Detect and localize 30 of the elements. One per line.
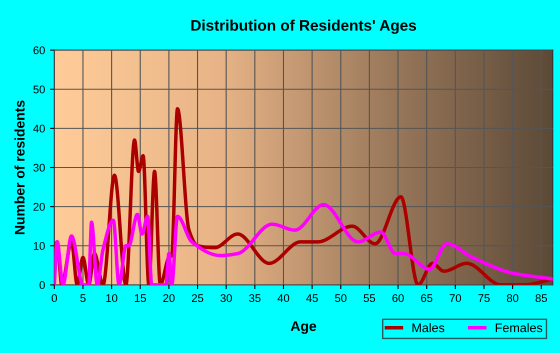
x-tick-label: 10 bbox=[106, 294, 118, 302]
y-tick-label: 40 bbox=[33, 124, 45, 133]
x-tick-label: 80 bbox=[506, 294, 518, 302]
y-axis-title: Number of residents bbox=[14, 100, 25, 234]
legend-label: Females bbox=[496, 323, 542, 332]
y-tick-label: 50 bbox=[33, 86, 45, 94]
x-tick-label: 15 bbox=[134, 294, 146, 302]
chart-title: Distribution of Residents' Ages bbox=[191, 20, 416, 34]
x-tick-label: 55 bbox=[364, 294, 376, 302]
x-tick-label: 75 bbox=[478, 294, 490, 302]
x-tick-label: 0 bbox=[52, 294, 57, 302]
y-tick-label: 20 bbox=[33, 202, 45, 211]
x-tick-label: 70 bbox=[450, 294, 462, 302]
x-tick-label: 65 bbox=[421, 294, 432, 302]
legend-label: Males bbox=[412, 323, 444, 332]
y-tick-label: 60 bbox=[34, 46, 45, 54]
x-axis-title: Age bbox=[290, 321, 316, 334]
x-tick-label: 85 bbox=[536, 294, 547, 302]
x-tick-label: 40 bbox=[278, 294, 290, 302]
x-tick-label: 20 bbox=[163, 294, 175, 302]
x-tick-label: 35 bbox=[249, 294, 261, 302]
x-tick-label: 30 bbox=[220, 294, 232, 302]
x-tick-label: 25 bbox=[192, 294, 204, 302]
y-tick-label: 10 bbox=[34, 242, 45, 250]
y-tick-label: 30 bbox=[33, 164, 45, 172]
y-tick-label: 0 bbox=[40, 281, 45, 290]
x-tick-label: 5 bbox=[80, 294, 86, 302]
x-tick-label: 60 bbox=[392, 294, 404, 302]
x-tick-label: 50 bbox=[335, 294, 346, 302]
x-tick-label: 45 bbox=[306, 294, 318, 302]
